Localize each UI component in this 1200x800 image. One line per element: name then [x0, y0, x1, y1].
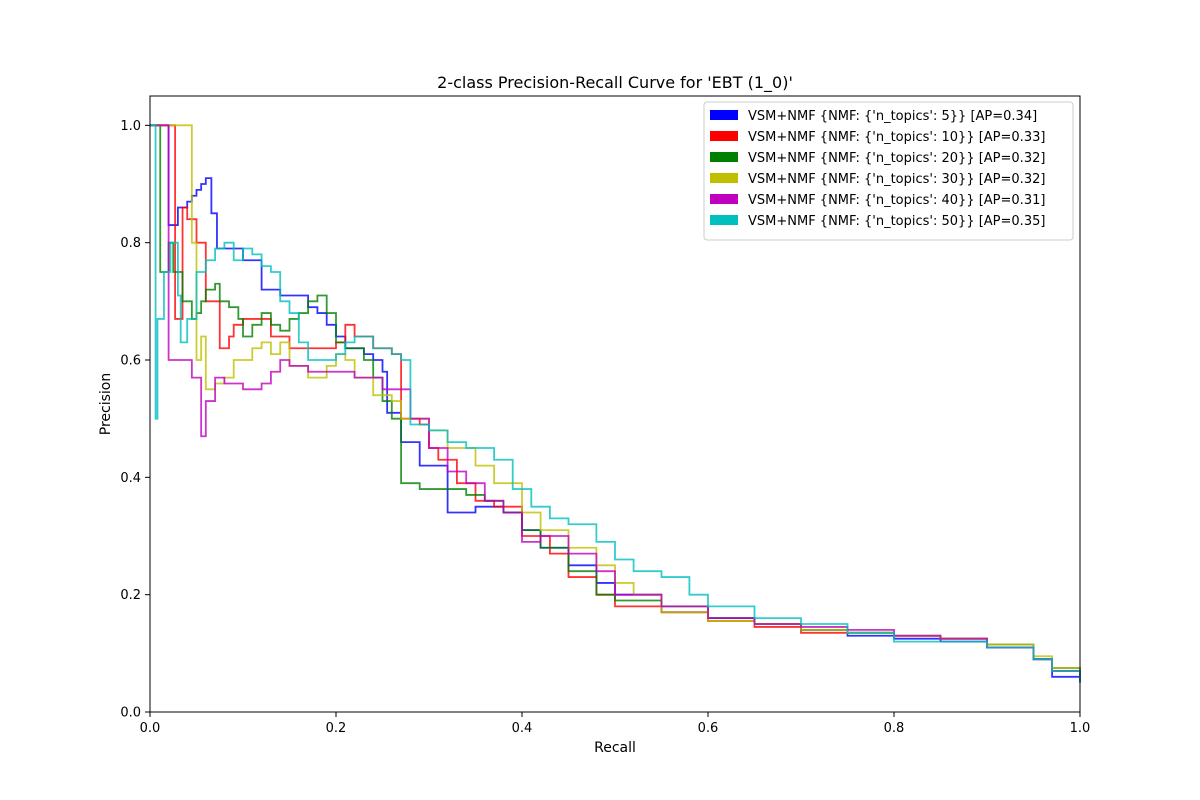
y-axis: 0.0 0.2 0.4 0.6 0.8 1.0 — [120, 119, 150, 721]
y-tick-label: 0.6 — [120, 354, 141, 369]
x-tick-label: 0.6 — [698, 721, 719, 736]
series-layer — [150, 124, 1081, 683]
legend-label-4: VSM+NMF {NMF: {'n_topics': 30}} [AP=0.32… — [748, 172, 1045, 187]
x-tick-label: 0.0 — [140, 721, 161, 736]
series-line-6 — [150, 124, 1081, 683]
x-tick-label: 1.0 — [1070, 721, 1091, 736]
legend-label-1: VSM+NMF {NMF: {'n_topics': 5}} [AP=0.34] — [748, 109, 1037, 124]
legend-swatch-2 — [710, 131, 738, 141]
legend-swatch-6 — [710, 215, 738, 225]
legend-swatch-3 — [710, 152, 738, 162]
legend-swatch-1 — [710, 110, 738, 120]
axes-frame — [149, 95, 1081, 713]
x-axis: 0.0 0.2 0.4 0.6 0.8 1.0 — [140, 712, 1091, 736]
legend-swatch-5 — [710, 194, 738, 204]
legend-swatch-4 — [710, 173, 738, 183]
legend-label-5: VSM+NMF {NMF: {'n_topics': 40}} [AP=0.31… — [748, 193, 1045, 208]
legend-label-6: VSM+NMF {NMF: {'n_topics': 50}} [AP=0.35… — [748, 214, 1045, 229]
chart-title: 2-class Precision-Recall Curve for 'EBT … — [437, 73, 793, 93]
x-tick-label: 0.8 — [884, 721, 905, 736]
y-tick-label: 0.4 — [120, 471, 141, 486]
y-tick-label: 0.2 — [120, 588, 141, 603]
legend-label-3: VSM+NMF {NMF: {'n_topics': 20}} [AP=0.32… — [748, 151, 1045, 166]
y-tick-label: 1.0 — [120, 119, 141, 134]
y-tick-label: 0.8 — [120, 236, 141, 251]
legend: VSM+NMF {NMF: {'n_topics': 5}} [AP=0.34]… — [703, 101, 1074, 241]
x-axis-label: Recall — [594, 740, 636, 756]
x-tick-label: 0.4 — [512, 721, 533, 736]
y-axis-label: Precision — [98, 373, 114, 435]
y-tick-label: 0.0 — [120, 706, 141, 721]
legend-box — [703, 101, 1074, 241]
x-tick-label: 0.2 — [326, 721, 347, 736]
legend-label-2: VSM+NMF {NMF: {'n_topics': 10}} [AP=0.33… — [748, 130, 1045, 145]
